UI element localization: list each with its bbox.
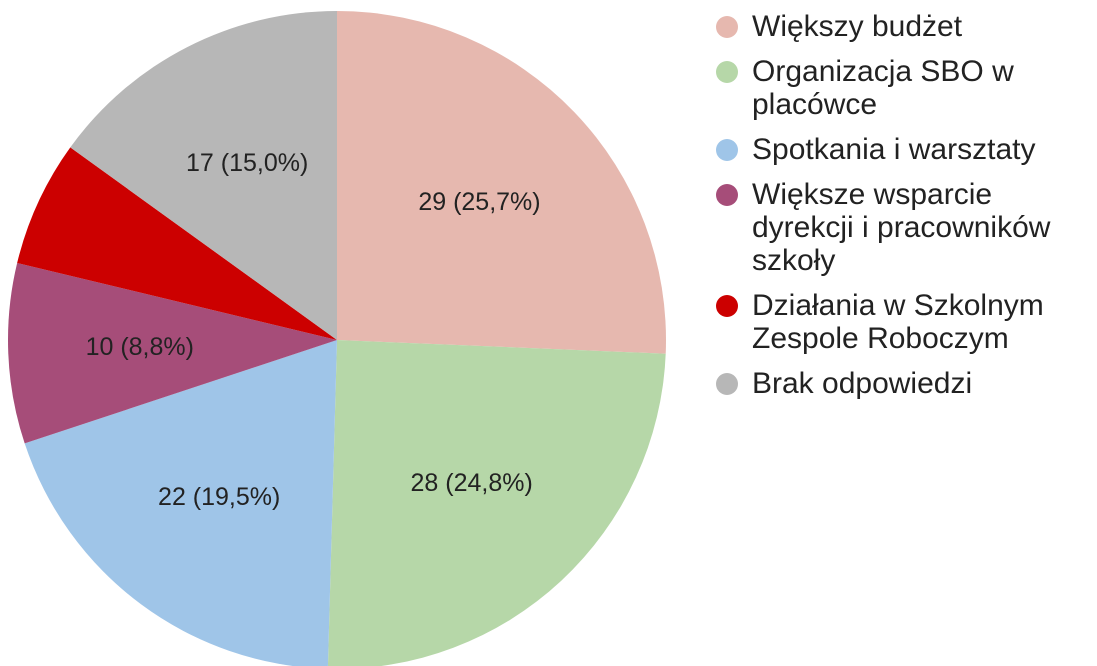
legend-label: Działania w Szkolnym Zespole Roboczym — [752, 289, 1044, 355]
pie-slice — [337, 11, 667, 354]
pie-slice — [327, 340, 666, 666]
data-label: 22 (19,5%) — [158, 483, 280, 511]
pie-slice — [70, 11, 337, 340]
legend: Większy budżet Organizacja SBO w placówce… — [716, 10, 1086, 412]
legend-item: Organizacja SBO w placówce — [716, 55, 1086, 121]
legend-item: Większy budżet — [716, 10, 1086, 43]
legend-marker — [716, 16, 738, 38]
data-label: 29 (25,7%) — [418, 188, 540, 216]
legend-item: Większe wsparcie dyrekcji i pracowników … — [716, 178, 1086, 277]
legend-marker — [716, 61, 738, 83]
legend-label: Większe wsparcie dyrekcji i pracowników … — [752, 178, 1051, 277]
pie-slice — [24, 340, 337, 666]
legend-label: Organizacja SBO w placówce — [752, 55, 1014, 121]
legend-item: Działania w Szkolnym Zespole Roboczym — [716, 289, 1086, 355]
legend-marker — [716, 184, 738, 206]
pie-slice — [7, 262, 337, 444]
legend-marker — [716, 373, 738, 395]
data-label: 28 (24,8%) — [411, 469, 533, 497]
data-label: 10 (8,8%) — [86, 333, 194, 361]
legend-label: Większy budżet — [752, 10, 963, 43]
pie-slice — [17, 147, 337, 340]
legend-item: Spotkania i warsztaty — [716, 133, 1086, 166]
legend-item: Brak odpowiedzi — [716, 367, 1086, 400]
legend-label: Brak odpowiedzi — [752, 367, 973, 400]
data-label: 17 (15,0%) — [186, 149, 308, 177]
legend-marker — [716, 295, 738, 317]
legend-marker — [716, 139, 738, 161]
legend-label: Spotkania i warsztaty — [752, 133, 1036, 166]
